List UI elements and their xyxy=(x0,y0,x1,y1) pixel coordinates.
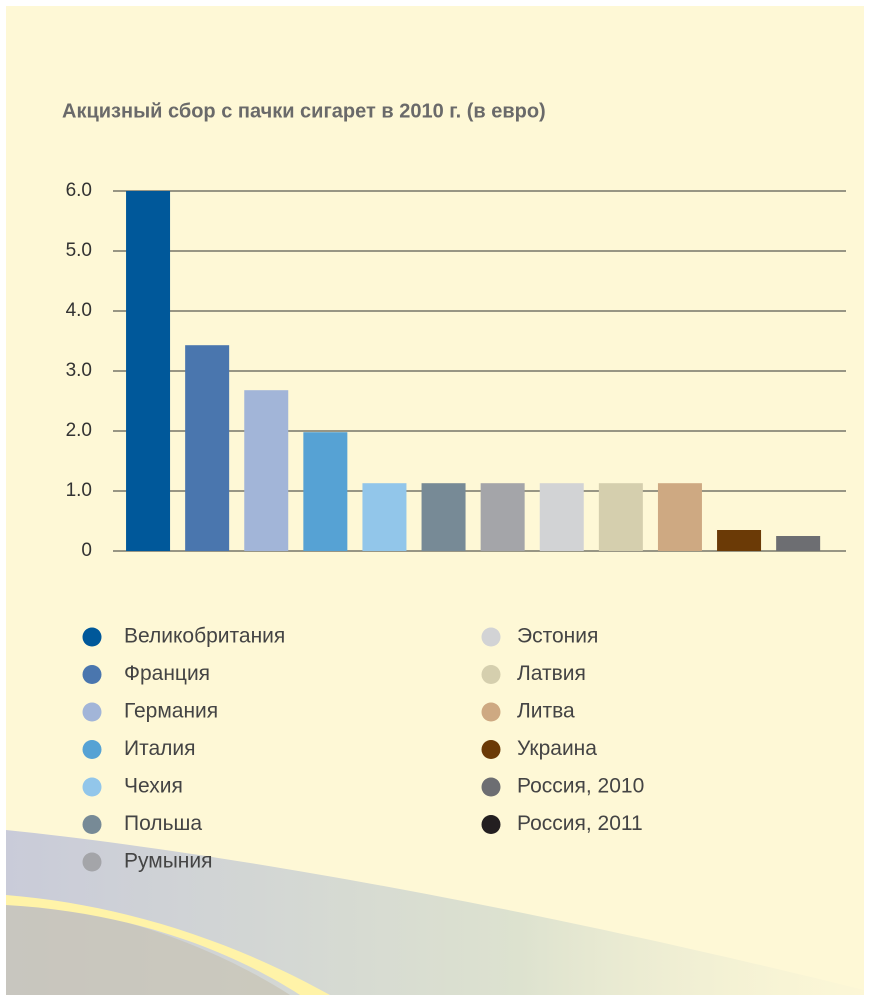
decor-swoosh xyxy=(6,830,864,995)
bar xyxy=(776,536,821,551)
y-tick-label: 5.0 xyxy=(66,240,92,261)
legend-label: Румыния xyxy=(124,850,213,873)
legend-marker xyxy=(82,702,102,722)
legend-label: Россия, 2011 xyxy=(517,812,643,835)
y-tick-label: 6.0 xyxy=(66,180,92,201)
y-tick-label: 1.0 xyxy=(66,480,92,501)
y-tick-label: 3.0 xyxy=(66,360,92,381)
legend-marker xyxy=(481,815,501,834)
bar xyxy=(598,483,643,551)
legend-label: Польша xyxy=(124,812,202,835)
legend-label: Франция xyxy=(124,662,210,685)
bar xyxy=(717,530,762,551)
y-tick-label: 0 xyxy=(81,540,92,561)
y-tick-label: 4.0 xyxy=(66,300,92,321)
legend-label: Великобритания xyxy=(124,625,285,648)
legend-marker xyxy=(82,777,102,797)
legend-label: Латвия xyxy=(517,662,586,685)
legend-label: Германия xyxy=(124,700,218,723)
decor-swoosh xyxy=(6,900,290,995)
bar xyxy=(185,345,230,551)
bar xyxy=(244,390,289,551)
legend-marker xyxy=(481,665,501,684)
chart-title: Акцизный сбор с пачки сигарет в 2010 г. … xyxy=(62,100,546,122)
legend-label: Италия xyxy=(124,737,196,760)
decor-swoosh xyxy=(6,895,330,995)
bar xyxy=(303,432,348,551)
legend-marker xyxy=(481,777,501,797)
legend-marker xyxy=(82,627,102,647)
legend-marker xyxy=(82,665,102,684)
legend-marker xyxy=(82,852,102,872)
legend-label: Украина xyxy=(517,737,597,760)
bar xyxy=(480,483,525,551)
bar xyxy=(539,483,584,551)
legend-marker xyxy=(481,627,501,647)
legend-marker xyxy=(481,740,501,759)
legend-label: Чехия xyxy=(124,775,183,798)
legend-label: Эстония xyxy=(517,625,598,648)
bar xyxy=(126,191,171,551)
bar xyxy=(421,483,466,551)
legend-marker xyxy=(481,702,501,722)
legend-marker xyxy=(82,815,102,834)
legend-label: Литва xyxy=(517,700,575,723)
legend-marker xyxy=(82,740,102,759)
y-tick-label: 2.0 xyxy=(66,420,92,441)
bar xyxy=(657,483,702,551)
legend-label: Россия, 2010 xyxy=(517,775,644,798)
bar xyxy=(362,483,407,551)
